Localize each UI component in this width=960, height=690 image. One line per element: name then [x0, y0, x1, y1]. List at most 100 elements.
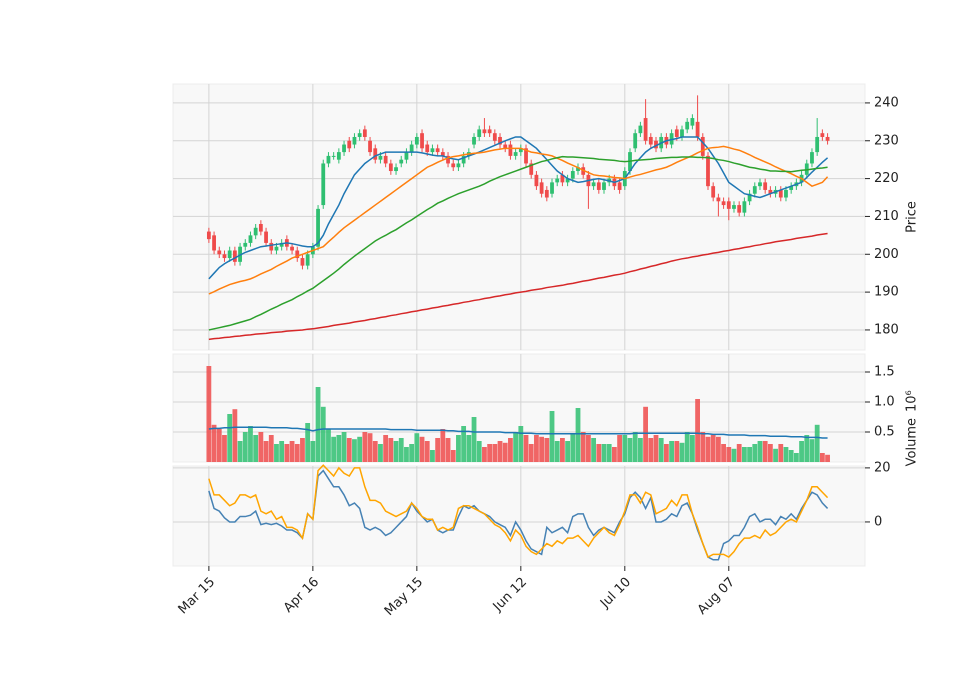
- candle-body: [430, 148, 435, 153]
- volume-bar: [689, 435, 695, 462]
- candle-body: [737, 205, 742, 213]
- volume-bar: [206, 366, 212, 462]
- series-line: [208, 155, 828, 331]
- candle-body: [726, 201, 731, 209]
- volume-bar: [414, 433, 420, 462]
- volume-bar: [700, 432, 706, 462]
- candle-body: [232, 250, 237, 262]
- candle-body: [524, 148, 528, 164]
- volume-bar: [378, 444, 383, 462]
- y-tick-label: 200: [874, 247, 899, 262]
- volume-bar: [409, 444, 415, 462]
- candle-body: [550, 182, 554, 194]
- candle-body: [690, 118, 695, 126]
- volume-bar: [326, 429, 331, 462]
- volume-bar: [398, 438, 404, 462]
- volume-bar: [612, 447, 617, 462]
- volume-bar: [346, 438, 352, 462]
- candle-body: [414, 136, 419, 145]
- y-tick-label: 20: [874, 460, 891, 475]
- volume-bar: [663, 444, 669, 462]
- volume-bar: [570, 433, 576, 462]
- candle-body: [274, 246, 279, 251]
- candle-body: [576, 167, 580, 172]
- candle-body: [633, 133, 638, 149]
- candle-body: [347, 140, 352, 149]
- volume-bar: [305, 423, 311, 462]
- volume-bar: [336, 435, 342, 462]
- volume-bar: [788, 450, 794, 462]
- candle-body: [768, 189, 773, 194]
- x-tick-label: May 15: [382, 575, 426, 619]
- volume-bar: [715, 436, 721, 462]
- volume-bar: [341, 432, 347, 462]
- volume-bar: [482, 447, 487, 462]
- volume-bar: [320, 406, 326, 462]
- panel-background: [172, 465, 866, 567]
- volume-bar: [372, 441, 378, 462]
- candle-body: [305, 254, 310, 266]
- volume-bar: [216, 429, 222, 462]
- volume-bar: [461, 426, 467, 462]
- volume-bar: [622, 435, 628, 462]
- candle-body: [279, 242, 284, 247]
- candle-body: [425, 144, 430, 153]
- volume-bar: [232, 409, 238, 462]
- candle-body: [596, 182, 601, 190]
- volume-bar: [554, 441, 560, 462]
- candle-body: [763, 182, 768, 190]
- candle-body: [357, 133, 362, 137]
- volume-bar: [315, 387, 321, 462]
- series-line: [208, 464, 829, 559]
- candle-body: [264, 231, 268, 243]
- candle-body: [539, 182, 544, 194]
- candle-body: [732, 205, 736, 209]
- volume-bar: [648, 438, 654, 462]
- candle-body: [778, 189, 783, 198]
- candle-body: [316, 208, 320, 247]
- candle-body: [258, 224, 263, 232]
- volume-bar: [804, 435, 810, 462]
- volume-bar: [726, 447, 732, 462]
- candle-body: [685, 121, 690, 130]
- volume-bar: [814, 424, 820, 462]
- volume-bar: [596, 444, 602, 462]
- series-line: [208, 426, 828, 439]
- volume-bar: [575, 408, 581, 462]
- candle-body: [331, 155, 336, 157]
- volume-bar: [404, 447, 409, 462]
- candle-body: [747, 193, 752, 202]
- volume-bar: [331, 436, 337, 462]
- volume-bar: [773, 448, 778, 462]
- volume-bar: [705, 436, 711, 462]
- candle-body: [789, 186, 794, 190]
- candle-body: [456, 163, 461, 168]
- candle-body: [368, 140, 372, 153]
- volume-bar: [741, 447, 747, 462]
- candle-body: [560, 174, 565, 183]
- candle-body: [815, 136, 820, 153]
- candle-body: [711, 186, 716, 198]
- volume-bar: [736, 444, 742, 462]
- candle-body: [820, 133, 825, 137]
- volume-bar: [466, 435, 472, 462]
- volume-bar: [274, 444, 279, 462]
- volume-bar: [539, 436, 545, 462]
- volume-bar: [502, 442, 508, 462]
- volume-bar: [534, 435, 539, 462]
- candle-body: [716, 197, 721, 202]
- candle-body: [222, 254, 227, 259]
- candle-body: [706, 155, 710, 187]
- volume-bar: [580, 432, 586, 462]
- candle-body: [544, 189, 549, 198]
- volume-bar: [248, 426, 253, 462]
- candle-body: [810, 152, 814, 164]
- volume-bar: [487, 444, 493, 462]
- volume-bar: [544, 438, 550, 462]
- y-axis-title: Price: [905, 201, 920, 233]
- candle-body: [206, 231, 211, 240]
- volume-bar: [669, 441, 674, 462]
- volume-bar: [606, 444, 612, 462]
- x-tick-label: Jul 10: [597, 575, 634, 612]
